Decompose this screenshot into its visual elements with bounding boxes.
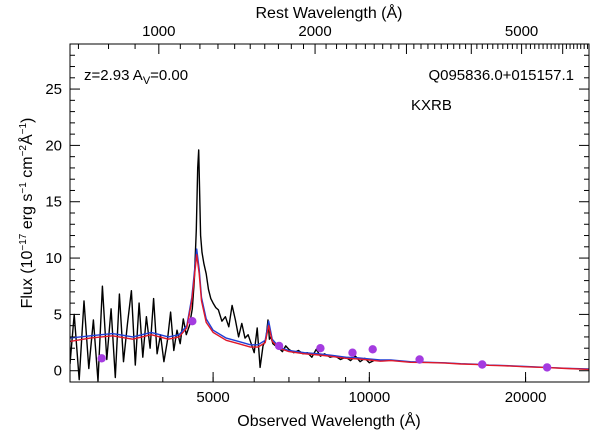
x-tick-label: 5000 xyxy=(196,389,229,406)
y-tick-label: 20 xyxy=(45,137,62,154)
annotation-redshift: z=2.93 AV=0.00 xyxy=(84,67,188,87)
photometry-point xyxy=(542,363,552,372)
annotation-redshift-suffix: =0.00 xyxy=(150,67,188,84)
y-axis-title-part: erg s xyxy=(19,194,36,234)
y-axis-title-exp: −1 xyxy=(18,182,29,194)
photometry-point xyxy=(316,344,325,353)
photometry-point xyxy=(97,354,106,363)
annotation-object-name: Q095836.0+015157.1 xyxy=(428,67,574,84)
annotation-redshift-prefix: z=2.93 A xyxy=(84,67,143,84)
y-tick-label: 15 xyxy=(45,194,62,211)
top-tick-label: 2000 xyxy=(298,23,331,40)
photometry-point xyxy=(348,348,357,357)
y-axis-title-exp: −17 xyxy=(18,233,29,250)
x-axis-ticks: 5000 10000 20000 xyxy=(97,372,547,406)
y-tick-label: 0 xyxy=(54,363,62,380)
photometry-point xyxy=(415,355,424,364)
photometry-point xyxy=(274,341,284,351)
y-axis-title-exp: −1 xyxy=(18,123,29,135)
plot-lines xyxy=(70,149,589,382)
series-line-observed-spectrum xyxy=(70,149,375,382)
y-tick-label: 25 xyxy=(45,81,62,98)
annotation-redshift-sub: V xyxy=(143,75,151,87)
photometry-point xyxy=(478,360,487,369)
y-axis-title-part: Flux (10 xyxy=(19,250,36,308)
series-line-model-red xyxy=(70,253,589,371)
y-axis-title-part: Å xyxy=(17,134,36,145)
y-axis-title: Flux (10−17 erg s−1 cm−2Å−1) xyxy=(17,118,36,309)
top-axis-title: Rest Wavelength (Å) xyxy=(255,3,402,22)
y-tick-label: 5 xyxy=(54,306,62,323)
top-tick-label: 5000 xyxy=(505,23,538,40)
y-axis-ticks: 0 5 10 15 20 25 xyxy=(45,43,589,380)
x-tick-label: 20000 xyxy=(505,389,547,406)
y-axis-title-part: cm xyxy=(19,156,36,182)
photometry-point xyxy=(188,317,197,326)
top-axis-ticks: 1000 2000 5000 xyxy=(77,23,589,54)
y-axis-title-part: ) xyxy=(19,118,36,123)
y-tick-label: 10 xyxy=(45,250,62,267)
photometry-point xyxy=(368,345,377,354)
x-axis-title: Observed Wavelength (Å) xyxy=(237,411,420,430)
annotation-object-class: KXRB xyxy=(411,97,452,114)
photometry-points xyxy=(97,317,552,372)
top-tick-label: 1000 xyxy=(142,23,175,40)
x-tick-label: 10000 xyxy=(348,389,390,406)
series-line-model-blue xyxy=(70,248,589,370)
y-axis-title-exp: −2 xyxy=(18,145,29,157)
